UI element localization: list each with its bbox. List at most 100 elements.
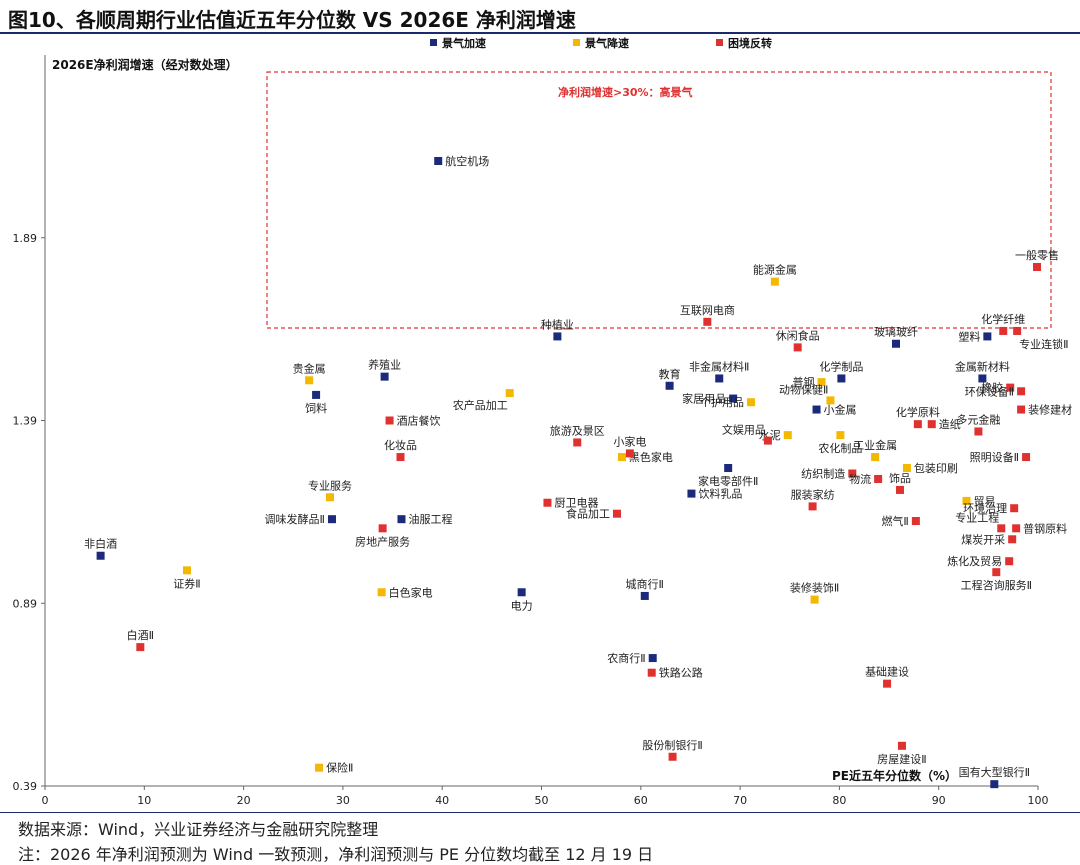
data-point: [380, 372, 389, 381]
data-point: [325, 493, 334, 502]
point-label: 专业工程: [955, 510, 999, 524]
point-label: 证券Ⅱ: [173, 576, 200, 590]
data-point: [817, 378, 826, 387]
point-label: 玻璃玻纤: [874, 325, 918, 339]
point-label: 个护用品: [700, 395, 744, 409]
high-growth-region: [266, 71, 1052, 329]
data-point: [1008, 535, 1017, 544]
point-label: 房地产服务: [355, 534, 410, 548]
data-point: [625, 449, 634, 458]
point-label: 普钢原料: [1023, 521, 1067, 535]
point-label: 种植业: [541, 317, 574, 331]
data-point: [434, 156, 443, 165]
data-point: [715, 374, 724, 383]
point-label: 航空机场: [445, 154, 489, 168]
data-point: [378, 524, 387, 533]
y-tick-label: 1.89: [13, 232, 38, 245]
point-label: 橡胶: [981, 381, 1003, 395]
point-label: 燃气Ⅱ: [881, 514, 908, 528]
point-label: 工程咨询服务Ⅱ: [961, 578, 1032, 592]
title-divider: [0, 32, 1080, 34]
point-label: 油服工程: [408, 512, 452, 526]
data-point: [770, 277, 779, 286]
point-label: 照明设备Ⅱ: [970, 450, 1019, 464]
legend-label: 景气加速: [441, 36, 486, 50]
data-point: [640, 591, 649, 600]
data-point: [902, 464, 911, 473]
point-label: 饮料乳品: [698, 487, 742, 501]
data-point: [812, 405, 821, 414]
point-label: 专业服务: [308, 478, 352, 492]
point-label: 农商行Ⅱ: [607, 651, 645, 665]
footer-divider: [0, 812, 1080, 813]
point-label: 多元金融: [956, 412, 1000, 426]
point-label: 旅游及景区: [550, 423, 605, 437]
point-label: 装修装饰Ⅱ: [790, 581, 839, 595]
point-label: 黑色家电: [629, 450, 673, 464]
data-point: [397, 515, 406, 524]
point-label: 白酒Ⅱ: [127, 628, 154, 642]
point-label: 化妆品: [384, 438, 417, 452]
point-label: 装修建材: [1028, 403, 1072, 417]
data-point: [648, 654, 657, 663]
x-tick-label: 0: [42, 794, 49, 807]
point-label: 炼化及贸易: [947, 554, 1002, 568]
data-point: [647, 668, 656, 677]
point-label: 一般零售: [1015, 248, 1059, 262]
data-point: [836, 431, 845, 440]
legend-marker: [430, 39, 437, 46]
point-label: 非白酒: [84, 537, 117, 551]
data-point: [895, 485, 904, 494]
point-label: 国有大型银行Ⅱ: [959, 765, 1030, 779]
point-label: 普钢: [793, 375, 815, 389]
data-point: [312, 390, 321, 399]
data-point: [687, 489, 696, 498]
x-tick-label: 40: [435, 794, 449, 807]
chart-axes: 0 10 20 30 40 50 60 70 80 90 100 0.39 0.89 1.39 1.89: [13, 55, 1049, 807]
data-point: [897, 741, 906, 750]
point-label: 造纸: [939, 417, 961, 431]
y-tick-label: 1.39: [13, 415, 38, 428]
data-point: [911, 517, 920, 526]
scatter-chart: 0 10 20 30 40 50 60 70 80 90 100 0.39 0.89 1.39 1.89 景…: [13, 36, 1073, 807]
point-label: 包装印刷: [914, 462, 958, 475]
point-label: 饲料: [305, 401, 327, 415]
data-point: [992, 568, 1001, 577]
legend-marker: [573, 39, 580, 46]
data-point: [1017, 387, 1026, 396]
point-label: 保险Ⅱ: [326, 761, 353, 775]
point-label: 食品加工: [566, 507, 610, 521]
data-point: [1022, 453, 1031, 462]
x-tick-label: 30: [336, 794, 350, 807]
data-point: [617, 453, 626, 462]
data-point: [978, 374, 987, 383]
data-point: [793, 343, 802, 352]
data-point: [703, 317, 712, 326]
data-point: [315, 763, 324, 772]
x-tick-label: 20: [237, 794, 251, 807]
x-tick-label: 100: [1028, 794, 1049, 807]
x-tick-label: 50: [535, 794, 549, 807]
point-label: 城商行Ⅱ: [626, 577, 664, 591]
point-label: 化学制品: [819, 359, 863, 373]
y-tick-label: 0.89: [13, 597, 38, 610]
point-label: 工业金属: [853, 438, 897, 452]
data-point: [874, 474, 883, 483]
data-point: [913, 420, 922, 429]
data-point: [182, 566, 191, 575]
point-label: 贸易: [974, 495, 996, 508]
data-point: [974, 427, 983, 436]
data-point: [983, 332, 992, 341]
x-tick-label: 10: [137, 794, 151, 807]
point-label: 农化制品: [818, 441, 862, 455]
data-point: [1013, 326, 1022, 335]
point-label: 酒店餐饮: [397, 414, 441, 428]
data-point: [1017, 405, 1026, 414]
data-point: [837, 374, 846, 383]
point-label: 化学原料: [896, 405, 940, 419]
point-label: 金属新材料: [955, 359, 1010, 373]
point-label: 饰品: [889, 471, 911, 485]
data-point: [612, 509, 621, 518]
point-label: 贵金属: [293, 361, 326, 375]
